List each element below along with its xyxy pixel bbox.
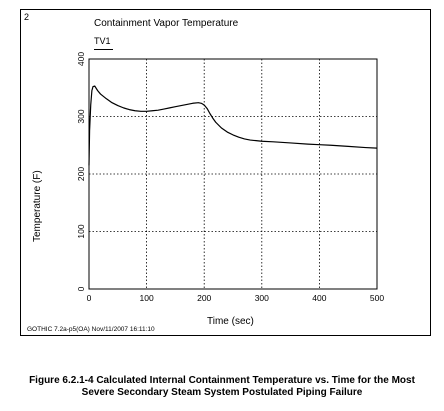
y-tick-label: 0 bbox=[76, 286, 86, 291]
panel-number: 2 bbox=[24, 12, 30, 22]
chart-title: Containment Vapor Temperature bbox=[94, 18, 239, 29]
plot-border bbox=[88, 58, 378, 290]
caption-line-1: Figure 6.2.1-4 Calculated Internal Conta… bbox=[29, 375, 415, 386]
x-tick-label: 200 bbox=[197, 293, 211, 303]
x-tick-label: 500 bbox=[370, 293, 384, 303]
figure-frame: 2 Containment Vapor Temperature TV1 0 100… bbox=[20, 9, 431, 336]
grid-lines bbox=[89, 59, 377, 289]
tick-labels: 0 100 200 300 400 500 0 100 200 300 400 bbox=[76, 52, 384, 303]
x-tick-label: 400 bbox=[312, 293, 326, 303]
y-tick-label: 300 bbox=[76, 109, 86, 123]
figure-caption: Figure 6.2.1-4 Calculated Internal Conta… bbox=[0, 375, 444, 399]
legend-line-swatch bbox=[94, 49, 113, 50]
y-axis-label: Temperature (F) bbox=[32, 170, 43, 242]
y-tick-label: 200 bbox=[76, 167, 86, 181]
x-tick-label: 0 bbox=[87, 293, 92, 303]
x-tick-label: 100 bbox=[140, 293, 154, 303]
y-tick-label: 100 bbox=[76, 224, 86, 238]
series-line-tv1 bbox=[88, 85, 378, 166]
caption-line-2: Severe Secondary Steam System Postulated… bbox=[81, 387, 363, 398]
legend: TV1 bbox=[94, 36, 113, 50]
x-axis-label: Time (sec) bbox=[207, 316, 254, 327]
series-layer bbox=[88, 85, 378, 166]
software-stamp: GOTHIC 7.2a-p5(OA) Nov/11/2007 16:11:10 bbox=[27, 326, 155, 333]
plot-area: 0 100 200 300 400 500 0 100 200 300 400 bbox=[76, 52, 384, 303]
x-tick-label: 300 bbox=[255, 293, 269, 303]
y-tick-label: 400 bbox=[76, 52, 86, 66]
legend-label: TV1 bbox=[94, 36, 111, 46]
